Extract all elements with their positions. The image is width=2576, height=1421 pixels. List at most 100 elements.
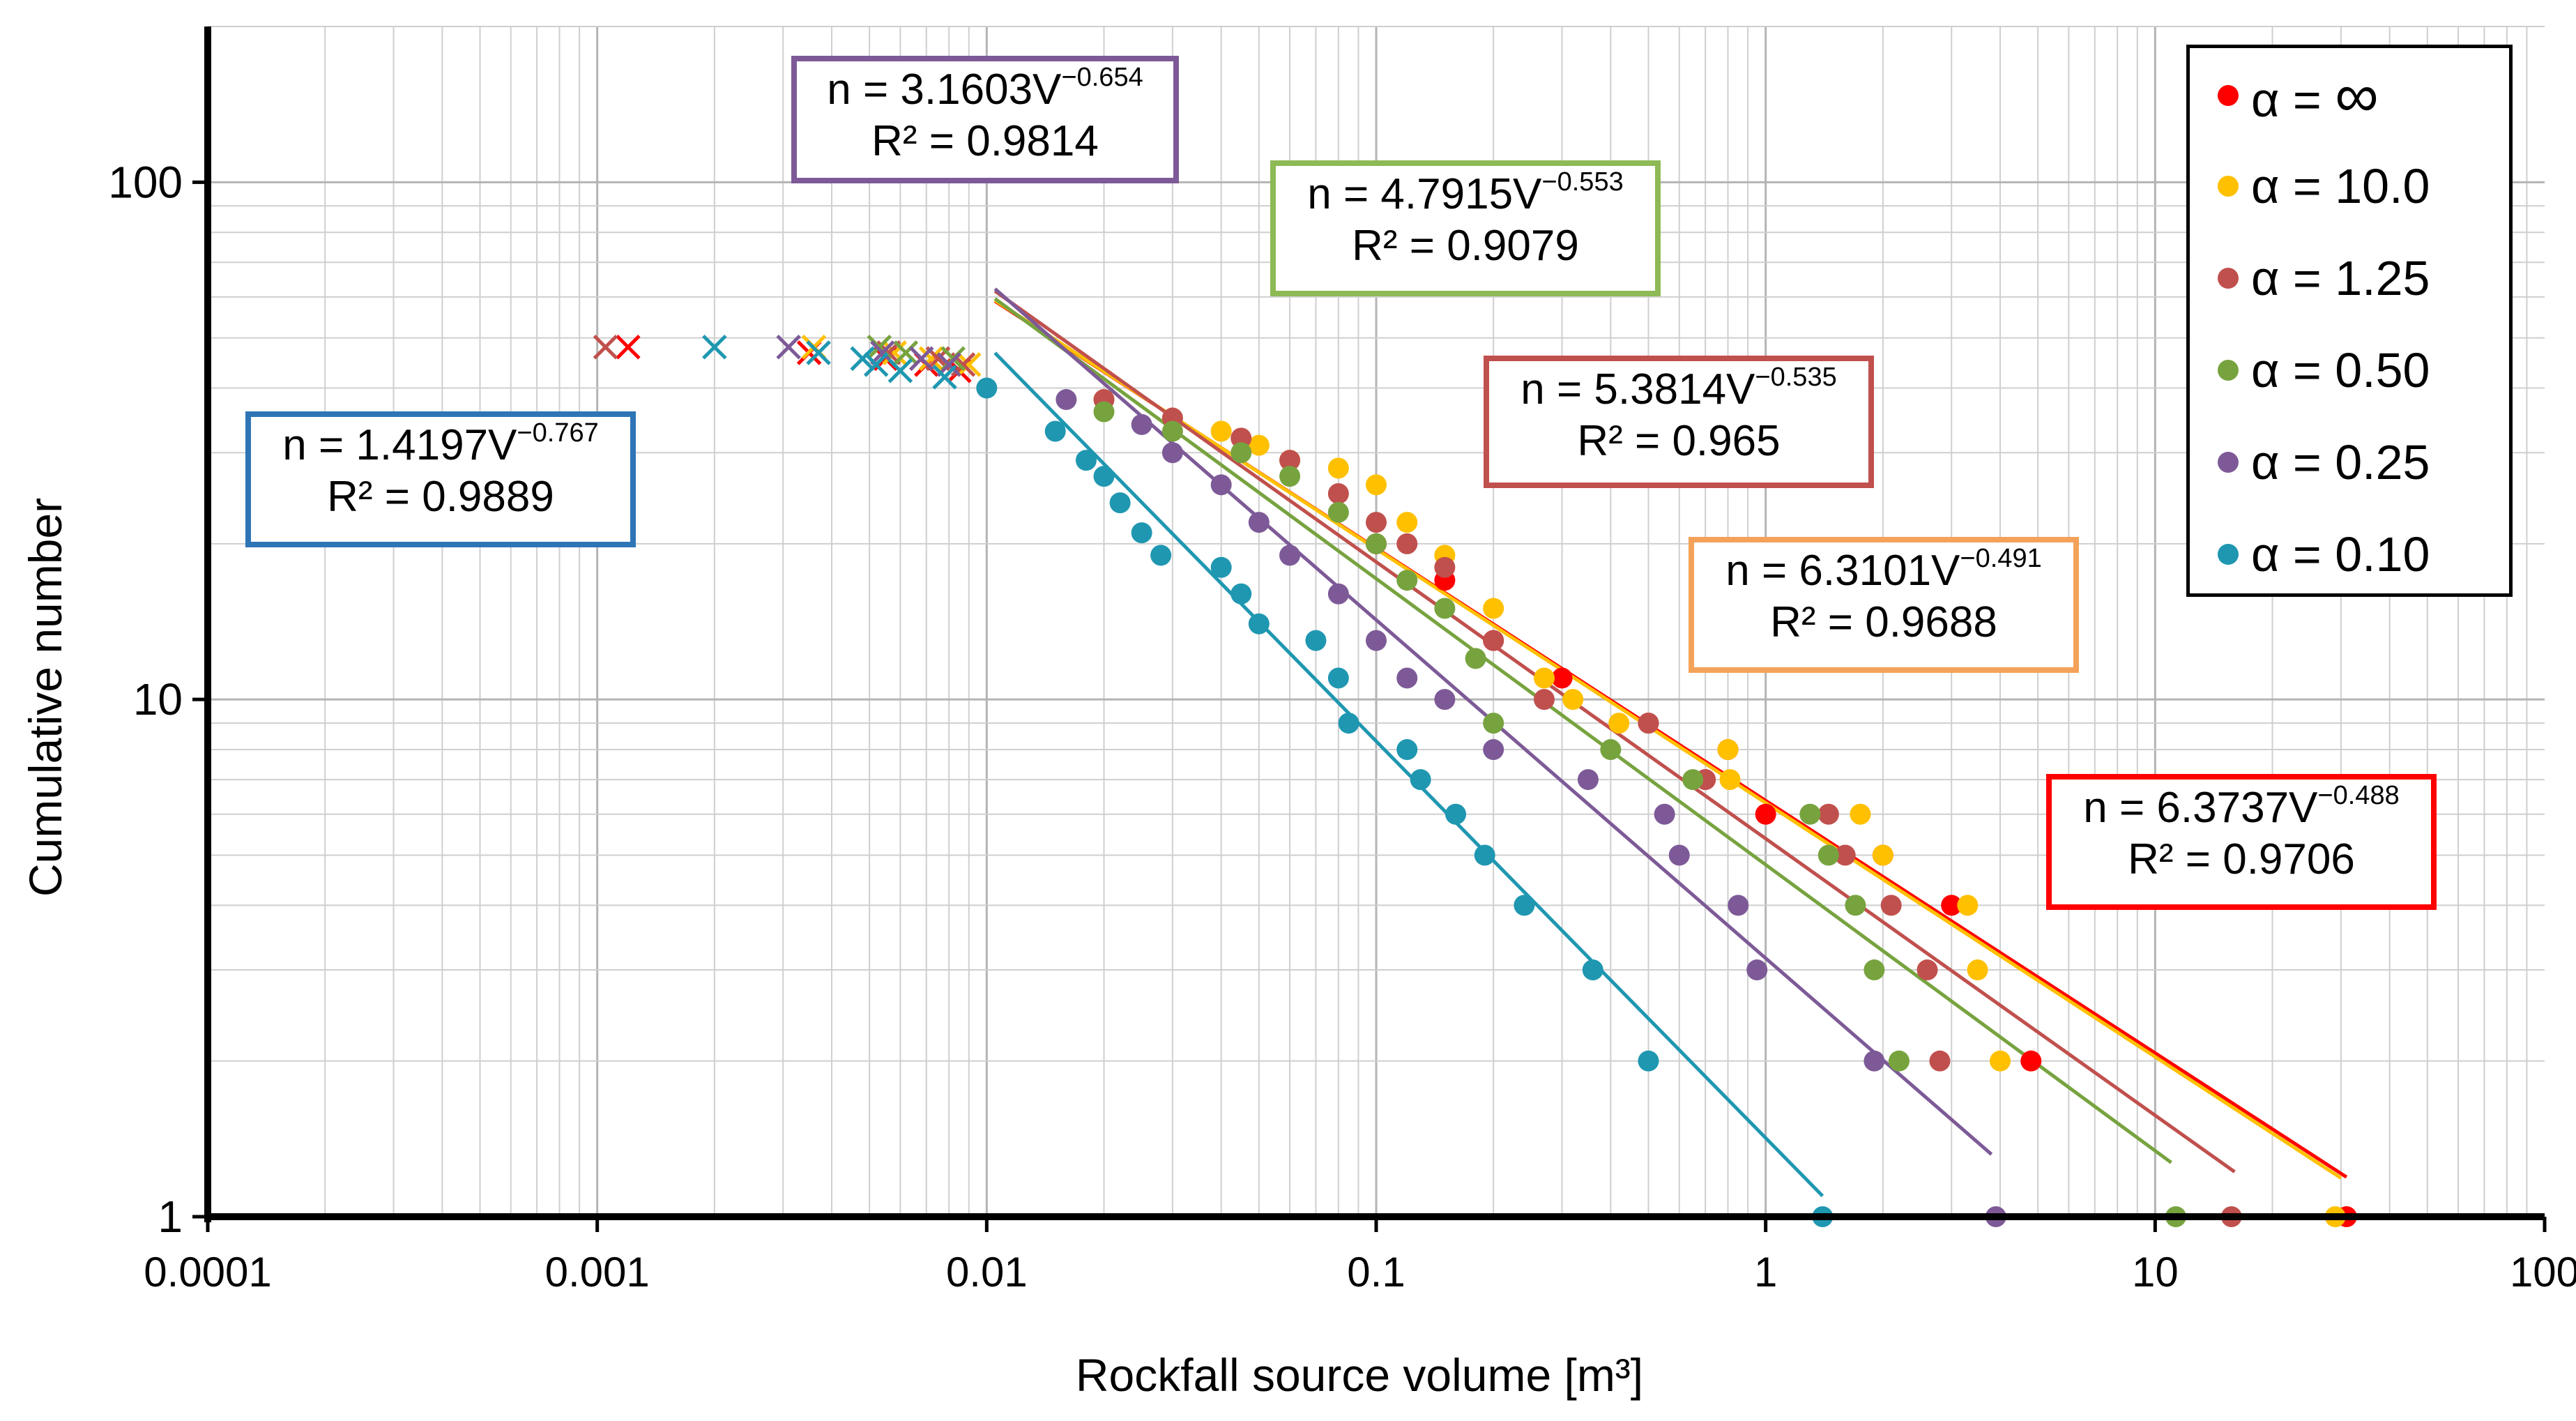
excluded-point [806,340,831,365]
legend-label: α = 1.25 [2251,251,2430,305]
data-point [1396,570,1418,591]
legend-item-alpha-infinity: α = ∞ [2218,61,2379,130]
data-point [1533,667,1555,689]
data-point [1817,803,1839,825]
data-point [1533,689,1555,710]
legend-marker [2218,176,2239,197]
data-point [1941,895,1963,916]
grid [206,26,2545,1218]
data-point [1845,895,1866,916]
cross-stroke [593,335,618,360]
trend-line [993,351,1824,1197]
data-point [1872,844,1893,866]
y-axis-title: Cumulative number [20,498,71,897]
data-point [1338,713,1359,734]
excluded-point [863,352,889,377]
cross-stroke [867,335,892,360]
data-point [1396,667,1418,689]
data-point [1638,713,1659,734]
r-squared-text: R² = 0.9814 [871,117,1099,165]
data-point [1668,844,1690,866]
cross-stroke [957,352,982,377]
excluded-point [893,340,919,365]
data-point [1967,959,1988,981]
data-point [1600,739,1622,761]
data-point [1582,959,1603,981]
x-tick-label: 0.0001 [144,1249,272,1295]
data-point [1654,803,1675,825]
data-point [1279,466,1301,487]
legend-label: α = 0.25 [2251,435,2430,489]
data-point [1109,492,1131,514]
data-point [1957,895,1979,916]
legend-label: α = 0.10 [2251,527,2430,582]
data-point [1864,959,1885,981]
data-point [1279,450,1301,471]
equation-text: n = 3.1603V−0.654 [827,63,1143,114]
r-squared-text: R² = 0.9706 [2128,835,2355,883]
equation-box-alpha-infinity: n = 6.3737V−0.488 R² = 0.9706 [2046,774,2437,910]
data-point [1850,803,1871,825]
x-tick-label: 0.1 [1347,1249,1405,1295]
legend-marker [2218,452,2239,473]
excluded-point [918,346,944,372]
data-point [976,377,998,399]
legend-label: α = ∞ [2251,61,2379,130]
data-point [1483,713,1504,734]
data-point [1161,420,1183,442]
excluded-point [593,335,618,360]
data-point [1366,630,1387,651]
data-point [1327,667,1349,689]
data-point [1755,803,1776,825]
data-point [1474,844,1495,866]
data-point [1483,739,1504,761]
excluded-point [957,352,982,377]
legend-marker [2218,544,2239,565]
excluded-point [887,358,913,383]
data-point [1577,769,1599,791]
cross-stroke [893,340,919,365]
data-point [1230,427,1252,449]
data-point [1366,474,1387,496]
equation-box-alpha-1.25: n = 5.3814V−0.535 R² = 0.965 [1484,356,1874,488]
data-point [1728,895,1749,916]
data-point [1929,1050,1951,1072]
equation-box-alpha-10.0: n = 6.3101V−0.491 R² = 0.9688 [1689,537,2079,673]
data-point [1817,844,1839,866]
data-point [1717,739,1739,761]
legend-item-alpha-10.0: α = 10.0 [2218,151,2430,221]
data-point [1990,1050,2011,1072]
data-point [1746,959,1768,981]
excluded-point [908,346,934,372]
legend-item-alpha-0.10: α = 0.10 [2218,519,2430,589]
data-point [1210,420,1232,442]
data-point [1248,512,1270,533]
cross-stroke [932,365,957,390]
data-point [1055,389,1077,411]
data-point [1888,1050,1910,1072]
x-tick-label: 100 [2510,1249,2576,1295]
trend-line [993,298,2342,1180]
data-point [1434,556,1456,578]
data-point [1465,648,1486,669]
data-point [1366,512,1387,533]
data-point [1799,803,1821,825]
data-point [1230,442,1252,464]
data-point [1514,895,1535,916]
data-point [1230,583,1252,605]
cross-stroke [702,335,727,360]
equation-text: n = 6.3101V−0.491 [1725,544,2042,595]
data-point [1562,689,1584,710]
data-point [1161,442,1183,464]
data-point [1396,512,1418,533]
equation-box-alpha-0.25: n = 3.1603V−0.654 R² = 0.9814 [791,56,1179,183]
equation-text: n = 4.7915V−0.553 [1307,167,1624,218]
cross-stroke [870,340,895,365]
legend-marker [2218,85,2239,106]
legend-item-alpha-0.50: α = 0.50 [2218,335,2430,405]
data-point [1210,556,1232,578]
r-squared-text: R² = 0.965 [1577,417,1781,465]
equation-text: n = 1.4197V−0.767 [282,418,599,469]
cross-stroke [850,346,876,372]
axes: 0.0001 0.001 0.01 0.1 1 10 100 1 10 100 [108,26,2576,1295]
